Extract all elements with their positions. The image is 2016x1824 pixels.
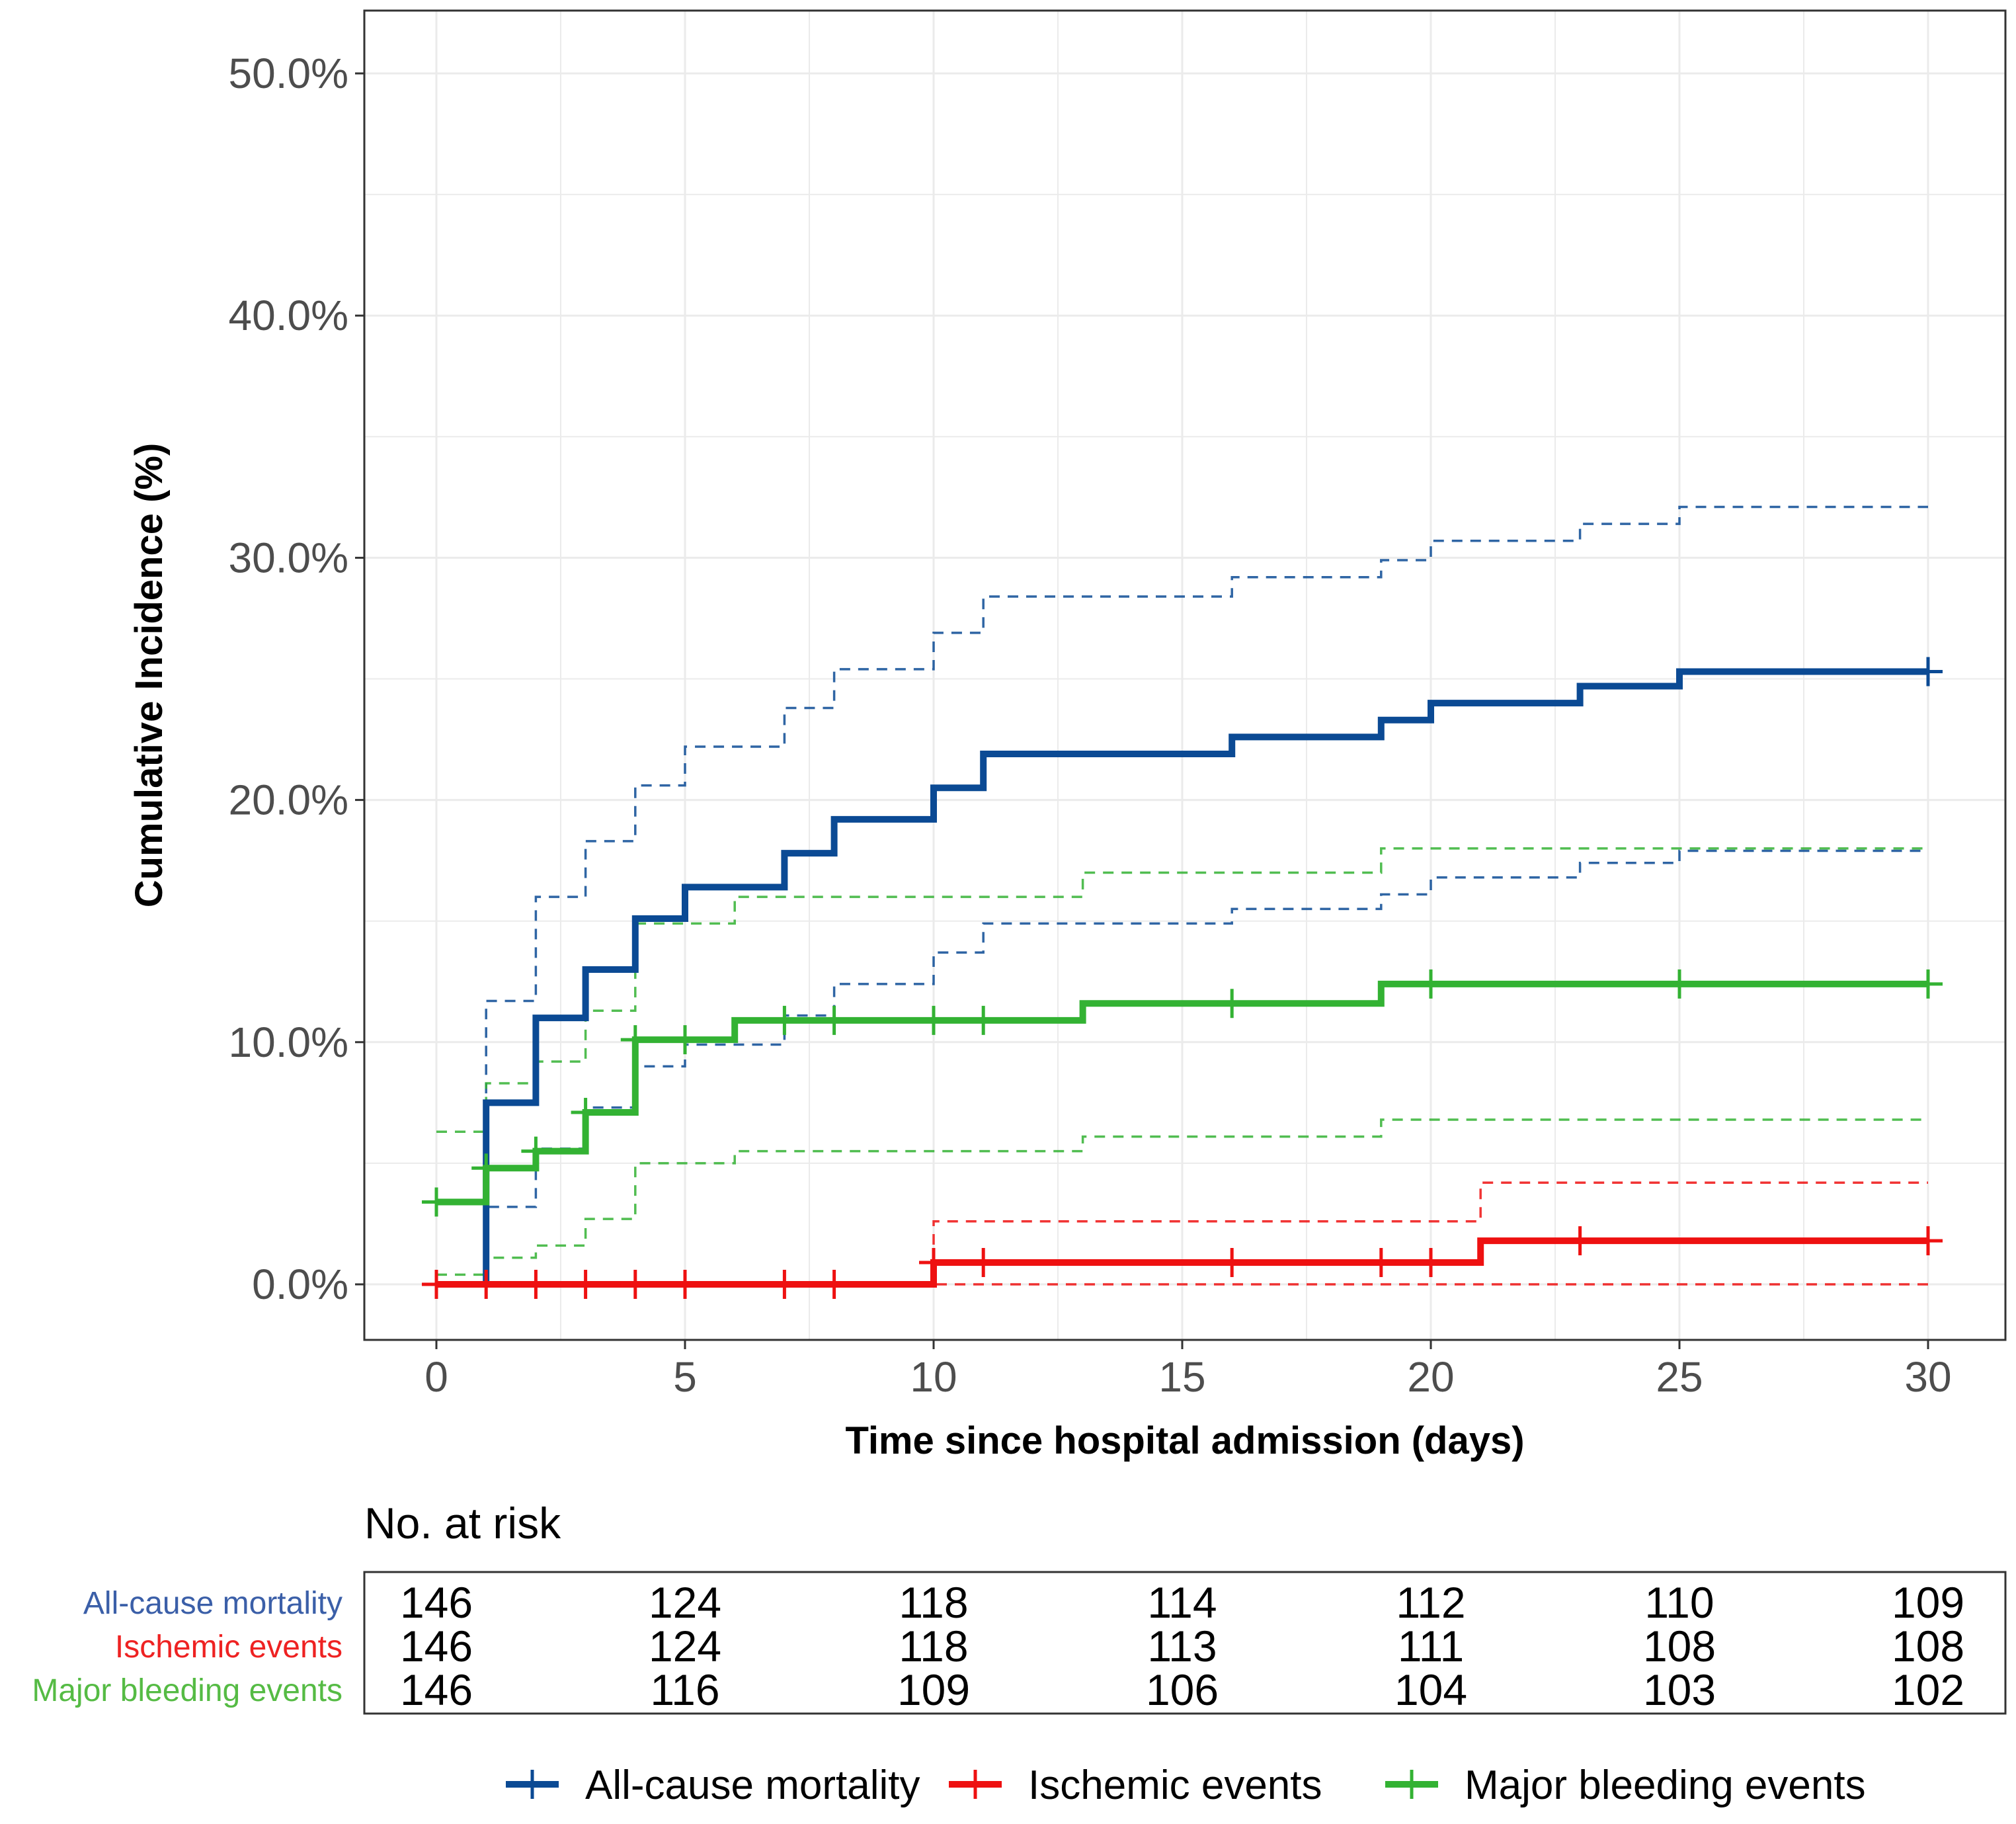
risk-table-border [363,1571,2007,1715]
x-tick-label: 25 [1656,1353,1703,1401]
y-tick-label: 40.0% [229,292,348,339]
ischemic-events-censor-mark [1416,1248,1445,1278]
major-bleeding-events-censor-mark [969,1005,998,1035]
ischemic-events-censor-mark [1565,1226,1595,1256]
all-cause-mortality-upper-ci [436,505,1928,1286]
risk-cell: 106 [1146,1665,1219,1714]
ischemic-events-censor-mark [670,1270,700,1299]
all-cause-mortality-lower-ci [436,849,1928,1286]
x-axis-title: Time since hospital admission (days) [845,1419,1524,1462]
risk-cell: 146 [400,1665,473,1714]
x-tick-label: 20 [1407,1353,1454,1401]
risk-cell: 104 [1394,1665,1467,1714]
curves [422,505,1943,1299]
major-bleeding-events-censor-mark [670,1025,700,1055]
y-axis: 0.0% 10.0% 20.0% 30.0% 40.0% 50.0% [229,50,364,1308]
risk-cell: 102 [1892,1665,1964,1714]
legend-label: Major bleeding events [1465,1762,1866,1808]
plot-panel-border [363,9,2007,1341]
y-tick-label: 0.0% [252,1261,348,1308]
ischemic-events-censor-mark [770,1270,799,1299]
risk-cell: 118 [899,1622,968,1671]
ischemic-events-censor-mark [919,1248,948,1278]
major-bleeding-events-censor-mark [1665,969,1694,999]
ischemic-events-censor-mark [969,1248,998,1278]
risk-cell: 109 [897,1665,970,1714]
major-bleeding-events-censor-mark [521,1136,551,1166]
ischemic-events-censor-mark [1217,1248,1247,1278]
risk-cell: 111 [1398,1622,1464,1671]
major-bleeding-events-censor-mark [571,1098,600,1127]
major-bleeding-events-censor-mark [919,1005,948,1035]
ischemic-events-censor-mark [1914,1226,1943,1256]
legend: All-cause mortality Ischemic events Major … [506,1762,1866,1808]
ischemic-events-curve [436,1237,1928,1288]
risk-table: All-cause mortality 146 124 118 114 112 110 109… [32,1578,1964,1714]
major-bleeding-events-lower-ci [436,1118,1928,1276]
ischemic-events-censor-mark [620,1270,650,1299]
x-tick-label: 10 [910,1353,957,1401]
all-cause-mortality-censor-mark [1914,657,1943,686]
y-tick-label: 20.0% [229,776,348,824]
risk-row-label: All-cause mortality [83,1586,343,1621]
x-tick-label: 15 [1158,1353,1205,1401]
x-tick-label: 5 [673,1353,697,1401]
ischemic-events-censor-mark [571,1270,600,1299]
risk-cell: 146 [400,1622,473,1671]
ischemic-events-censor-mark [521,1270,551,1299]
y-tick-label: 50.0% [229,50,348,97]
risk-cell: 114 [1147,1578,1217,1627]
ischemic-events-censor-mark [471,1270,501,1299]
y-tick-label: 30.0% [229,534,348,581]
legend-label: Ischemic events [1028,1762,1322,1808]
major-bleeding-events-censor-mark [422,1187,451,1217]
x-tick-label: 30 [1904,1353,1951,1401]
major-bleeding-events-censor-mark [471,1153,501,1183]
risk-row-label: Ischemic events [115,1630,343,1665]
risk-cell: 124 [649,1622,721,1671]
risk-row-label: Major bleeding events [32,1673,343,1708]
x-axis: 0 5 10 15 20 25 30 [424,1340,1952,1401]
x-tick-label: 0 [424,1353,448,1401]
major-bleeding-events-censor-mark [1217,989,1247,1018]
ischemic-events-censor-mark [422,1270,451,1299]
grid [364,11,2005,1340]
ischemic-events-censor-mark [819,1270,849,1299]
y-tick-label: 10.0% [229,1018,348,1066]
risk-cell: 110 [1644,1578,1714,1627]
major-bleeding-events-censor-mark [819,1005,849,1035]
risk-cell: 103 [1643,1665,1716,1714]
risk-table-title: No. at risk [364,1499,561,1548]
all-cause-mortality-curve [436,668,1928,1288]
risk-cell: 113 [1147,1622,1217,1671]
risk-cell: 112 [1396,1578,1465,1627]
risk-cell: 108 [1892,1622,1964,1671]
legend-label: All-cause mortality [585,1762,920,1808]
major-bleeding-events-censor-mark [1416,969,1445,999]
y-axis-title: Cumulative Incidence (%) [128,443,171,908]
major-bleeding-events-censor-mark [770,1005,799,1035]
risk-cell: 108 [1643,1622,1716,1671]
ischemic-events-censor-mark [1366,1248,1396,1278]
major-bleeding-events-censor-mark [1914,969,1943,999]
risk-cell: 109 [1892,1578,1964,1627]
risk-cell: 124 [649,1578,721,1627]
risk-cell: 118 [899,1578,968,1627]
risk-cell: 116 [650,1665,719,1714]
major-bleeding-events-censor-mark [620,1025,650,1055]
risk-cell: 146 [400,1578,473,1627]
